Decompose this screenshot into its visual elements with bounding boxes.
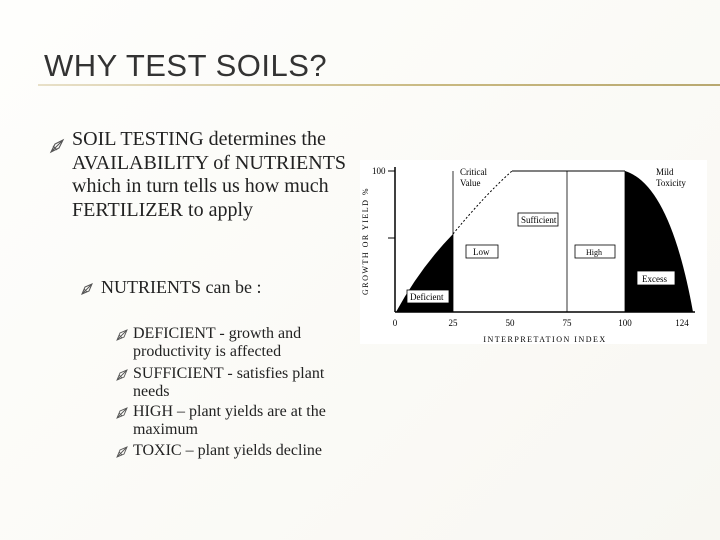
bullet-icon — [116, 329, 128, 341]
figure-label: Low — [473, 247, 490, 257]
figure-label: Mild — [656, 167, 674, 177]
figure-label: Critical — [460, 167, 487, 177]
slide-title: WHY TEST SOILS? — [44, 48, 328, 83]
figure-label: High — [586, 248, 602, 257]
x-tick-label: 75 — [563, 318, 573, 328]
bullet-icon — [81, 283, 93, 295]
title-rule — [38, 84, 720, 86]
item-text: HIGH – plant yields are at the maximum — [133, 403, 326, 438]
x-tick-label: 50 — [506, 318, 516, 328]
x-axis-label: INTERPRETATION INDEX — [483, 335, 606, 344]
x-tick-label: 25 — [449, 318, 459, 328]
figure-label: Toxicity — [656, 178, 686, 188]
x-tick-label: 100 — [618, 318, 632, 328]
y-tick-label: 100 — [372, 166, 386, 176]
bullet-text: SOIL TESTING determines the AVAILABILITY… — [72, 128, 347, 221]
item-text: DEFICIENT - growth and productivity is a… — [133, 325, 302, 360]
bullet-icon — [116, 446, 128, 458]
bullet-icon — [116, 369, 128, 381]
figure-label: Excess — [642, 274, 667, 284]
bullet-icon — [116, 407, 128, 419]
figure-label: Value — [460, 178, 481, 188]
item-text: SUFFICIENT - satisfies plant needs — [133, 365, 325, 400]
bullet-icon — [49, 138, 65, 154]
x-tick-label: 0 — [393, 318, 398, 328]
figure-label: Sufficient — [521, 215, 557, 225]
figure-label: Deficient — [410, 292, 444, 302]
y-axis-label: GROWTH OR YIELD % — [361, 187, 370, 295]
figure: GROWTH OR YIELD % 100 0 25 50 75 100 124 INTERPR… — [360, 160, 707, 344]
x-tick-label: 124 — [675, 318, 689, 328]
item-text: TOXIC – plant yields decline — [133, 442, 322, 459]
sub-bullet-text: NUTRIENTS can be : — [101, 277, 262, 297]
